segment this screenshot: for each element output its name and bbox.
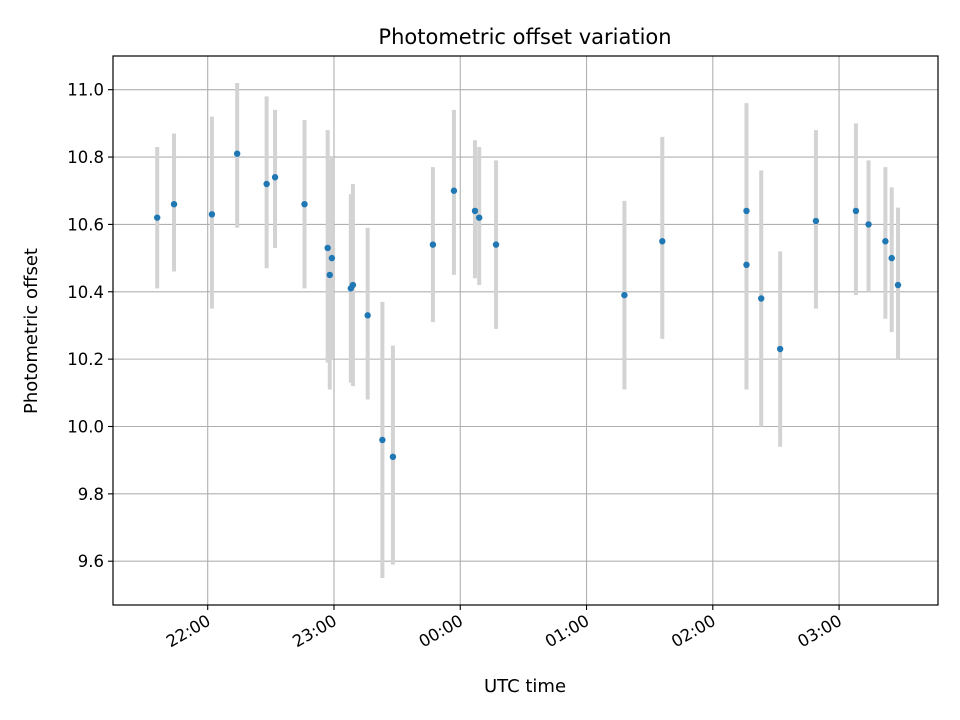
data-point [812, 217, 820, 225]
data-point [208, 211, 216, 218]
data-point [471, 207, 479, 215]
x-axis-label: UTC time [484, 676, 566, 697]
data-point [475, 214, 483, 221]
data-point [450, 187, 458, 194]
data-point [301, 200, 308, 208]
data-point [328, 254, 336, 262]
data-point [364, 312, 371, 319]
data-point [758, 295, 765, 302]
y-tick-label: 9.6 [78, 552, 104, 571]
plot-area-frame [112, 55, 939, 606]
y-axis-label: Photometric offset [21, 248, 42, 414]
y-tick-label: 9.8 [78, 485, 104, 504]
data-point [429, 241, 437, 248]
y-tick-label: 10.6 [67, 215, 104, 234]
data-point [233, 150, 241, 157]
data-point [852, 207, 860, 215]
y-tick-label: 11.0 [67, 81, 104, 100]
data-point [263, 180, 270, 188]
data-point [743, 261, 750, 269]
data-point [271, 174, 279, 181]
y-tick-label: 10.8 [67, 148, 104, 167]
data-point [492, 241, 500, 248]
data-point [326, 271, 333, 279]
data-point [153, 214, 161, 221]
data-point [743, 207, 750, 215]
data-points [153, 150, 902, 461]
data-point [389, 453, 397, 461]
data-point [621, 291, 628, 299]
data-point [894, 281, 902, 289]
y-tick-label: 10.2 [67, 350, 104, 369]
data-point [324, 244, 331, 252]
data-point [349, 281, 357, 289]
data-point [659, 238, 666, 245]
data-point [882, 238, 889, 245]
data-point [776, 345, 784, 353]
grid-lines [113, 56, 938, 605]
data-point [865, 221, 872, 228]
data-point [379, 436, 386, 444]
y-tick-label: 10.4 [67, 283, 104, 302]
y-axis-ticks: 9.6 9.8 10.0 10.2 10.4 10.6 10.8 11.0 [67, 81, 113, 571]
chart-title: Photometric offset variation [378, 25, 671, 49]
y-tick-label: 10.0 [67, 417, 104, 436]
data-point [170, 200, 178, 208]
data-point [888, 254, 895, 262]
